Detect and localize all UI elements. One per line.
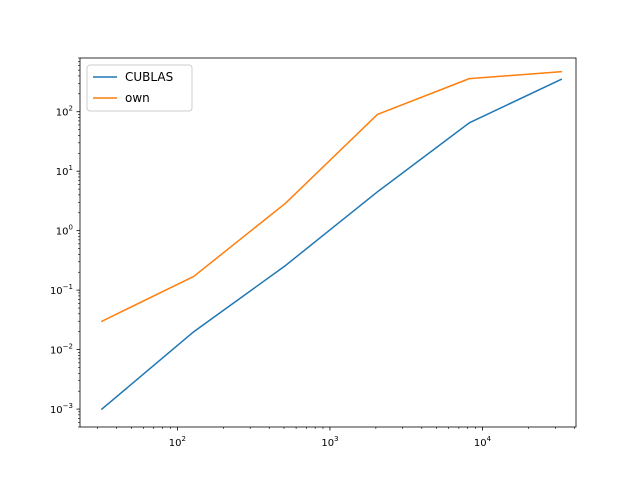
legend-label-cublas: CUBLAS bbox=[125, 70, 173, 84]
x-tick-label: 104 bbox=[474, 435, 492, 449]
x-tick-label: 102 bbox=[169, 435, 186, 449]
y-tick-label: 10−2 bbox=[50, 343, 73, 357]
series-layer bbox=[100, 70, 563, 411]
series-line-own bbox=[100, 70, 562, 323]
y-tick-label: 100 bbox=[56, 224, 73, 238]
plot-area bbox=[79, 57, 577, 428]
axes-frame bbox=[79, 57, 577, 428]
y-tick-label: 101 bbox=[56, 164, 73, 178]
legend-label-own: own bbox=[125, 91, 150, 105]
series-line-cublas bbox=[100, 78, 563, 411]
y-tick-label: 10−1 bbox=[50, 283, 73, 297]
x-tick-label: 103 bbox=[321, 435, 338, 449]
y-axis: 10−3 10−2 10−1 100 101 102 bbox=[50, 57, 80, 428]
x-axis: 102 103 104 bbox=[97, 427, 575, 449]
y-tick-label: 10−3 bbox=[50, 402, 73, 416]
legend: CUBLAS own bbox=[86, 64, 193, 112]
y-tick-label: 102 bbox=[56, 105, 73, 119]
